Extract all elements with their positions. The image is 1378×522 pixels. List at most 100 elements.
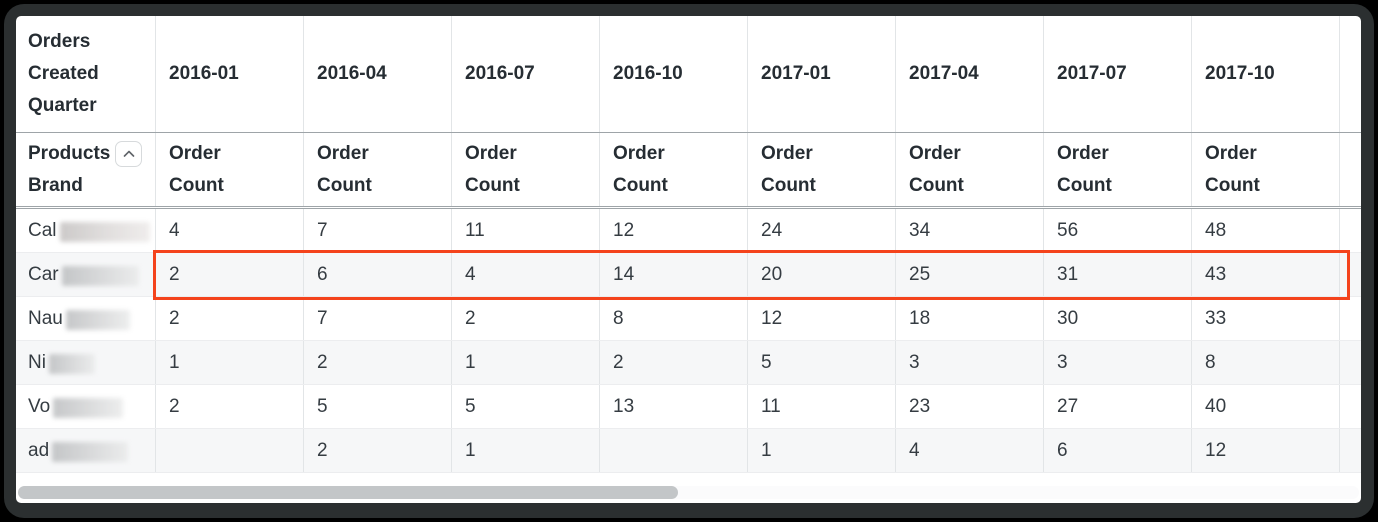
value-cell[interactable]: 6 [1044, 429, 1192, 472]
row-filler [1340, 385, 1361, 428]
value-cell[interactable]: 20 [748, 253, 896, 296]
cell-value: 12 [613, 219, 635, 241]
redacted-text-blur [59, 221, 150, 242]
column-header-2017-04[interactable]: 2017-04 [896, 16, 1044, 132]
value-cell[interactable]: 5 [748, 341, 896, 384]
cell-value: 34 [909, 219, 931, 241]
value-cell[interactable]: 14 [600, 253, 748, 296]
value-cell[interactable]: 34 [896, 209, 1044, 252]
column-header-label: 2016-10 [613, 63, 683, 84]
value-cell[interactable]: 1 [452, 429, 600, 472]
brand-cell[interactable]: Nau [16, 297, 156, 340]
cell-value: 2 [169, 307, 180, 329]
cell-value: 6 [1057, 439, 1068, 461]
measure-header[interactable]: Order Count [1044, 133, 1192, 206]
horizontal-scrollbar-track[interactable] [18, 486, 1359, 499]
value-cell[interactable]: 1 [748, 429, 896, 472]
cell-value: 27 [1057, 395, 1079, 417]
measure-header[interactable]: Order Count [600, 133, 748, 206]
value-cell[interactable]: 48 [1192, 209, 1340, 252]
value-cell[interactable]: 43 [1192, 253, 1340, 296]
value-cell[interactable]: 30 [1044, 297, 1192, 340]
measure-header[interactable]: Order Count [156, 133, 304, 206]
column-header-2017-07[interactable]: 2017-07 [1044, 16, 1192, 132]
brand-cell[interactable]: Vo [16, 385, 156, 428]
value-cell[interactable]: 8 [1192, 341, 1340, 384]
value-cell[interactable]: 56 [1044, 209, 1192, 252]
value-cell[interactable]: 7 [304, 297, 452, 340]
row-dimension-header-cell[interactable]: Products Brand [16, 133, 156, 206]
cell-value: 1 [169, 351, 180, 373]
column-header-2016-01[interactable]: 2016-01 [156, 16, 304, 132]
value-cell[interactable]: 1 [156, 341, 304, 384]
value-cell[interactable]: 12 [748, 297, 896, 340]
measure-header[interactable]: Order Count [896, 133, 1044, 206]
value-cell[interactable] [156, 429, 304, 472]
value-cell[interactable]: 2 [304, 429, 452, 472]
value-cell[interactable]: 11 [452, 209, 600, 252]
column-header-label: 2017-01 [761, 63, 831, 84]
value-cell[interactable]: 12 [600, 209, 748, 252]
value-cell[interactable]: 27 [1044, 385, 1192, 428]
value-cell[interactable]: 2 [156, 297, 304, 340]
measure-header[interactable]: Order Count [452, 133, 600, 206]
value-cell[interactable]: 3 [896, 341, 1044, 384]
value-cell[interactable]: 2 [156, 385, 304, 428]
horizontal-scrollbar-thumb[interactable] [18, 486, 678, 499]
measure-header-label: Order Count [909, 142, 964, 196]
cell-value: 2 [169, 263, 180, 285]
value-cell[interactable]: 4 [156, 209, 304, 252]
value-cell[interactable]: 5 [304, 385, 452, 428]
column-header-2017-01[interactable]: 2017-01 [748, 16, 896, 132]
value-cell[interactable] [600, 429, 748, 472]
value-cell[interactable]: 2 [452, 297, 600, 340]
cell-value: 2 [317, 351, 328, 373]
value-cell[interactable]: 12 [1192, 429, 1340, 472]
measure-header[interactable]: Order Count [304, 133, 452, 206]
cell-value: 1 [761, 439, 772, 461]
brand-prefix: Cal [28, 219, 57, 241]
value-cell[interactable]: 18 [896, 297, 1044, 340]
cell-value: 4 [169, 219, 180, 241]
column-header-2016-07[interactable]: 2016-07 [452, 16, 600, 132]
brand-cell[interactable]: ad [16, 429, 156, 472]
value-cell[interactable]: 3 [1044, 341, 1192, 384]
value-cell[interactable]: 1 [452, 341, 600, 384]
value-cell[interactable]: 31 [1044, 253, 1192, 296]
measure-header[interactable]: Order Count [1192, 133, 1340, 206]
row-filler [1340, 253, 1361, 296]
brand-cell[interactable]: Cal [16, 209, 156, 252]
value-cell[interactable]: 23 [896, 385, 1044, 428]
redacted-text-blur [53, 397, 124, 418]
value-cell[interactable]: 5 [452, 385, 600, 428]
measure-header-label: Order Count [1205, 142, 1260, 196]
brand-cell[interactable]: Ni [16, 341, 156, 384]
measure-header-label: Order Count [317, 142, 372, 196]
value-cell[interactable]: 4 [452, 253, 600, 296]
value-cell[interactable]: 2 [304, 341, 452, 384]
value-cell[interactable]: 2 [600, 341, 748, 384]
value-cell[interactable]: 33 [1192, 297, 1340, 340]
column-header-2016-04[interactable]: 2016-04 [304, 16, 452, 132]
value-cell[interactable]: 8 [600, 297, 748, 340]
value-cell[interactable]: 40 [1192, 385, 1340, 428]
value-cell[interactable]: 6 [304, 253, 452, 296]
column-header-2017-10[interactable]: 2017-10 [1192, 16, 1340, 132]
measure-header[interactable]: Order Count [748, 133, 896, 206]
column-header-2016-10[interactable]: 2016-10 [600, 16, 748, 132]
brand-prefix: Nau [28, 307, 63, 329]
value-cell[interactable]: 11 [748, 385, 896, 428]
value-cell[interactable]: 13 [600, 385, 748, 428]
row-filler [1340, 429, 1361, 472]
cell-value: 11 [761, 395, 781, 417]
value-cell[interactable]: 7 [304, 209, 452, 252]
value-cell[interactable]: 4 [896, 429, 1044, 472]
collapse-button[interactable] [115, 140, 143, 167]
table-row-highlighted: Car 2 6 4 14 20 25 31 43 [16, 253, 1361, 297]
value-cell[interactable]: 25 [896, 253, 1044, 296]
chevron-up-icon [123, 150, 135, 158]
cell-value: 7 [317, 219, 328, 241]
brand-cell[interactable]: Car [16, 253, 156, 296]
value-cell[interactable]: 2 [156, 253, 304, 296]
value-cell[interactable]: 24 [748, 209, 896, 252]
